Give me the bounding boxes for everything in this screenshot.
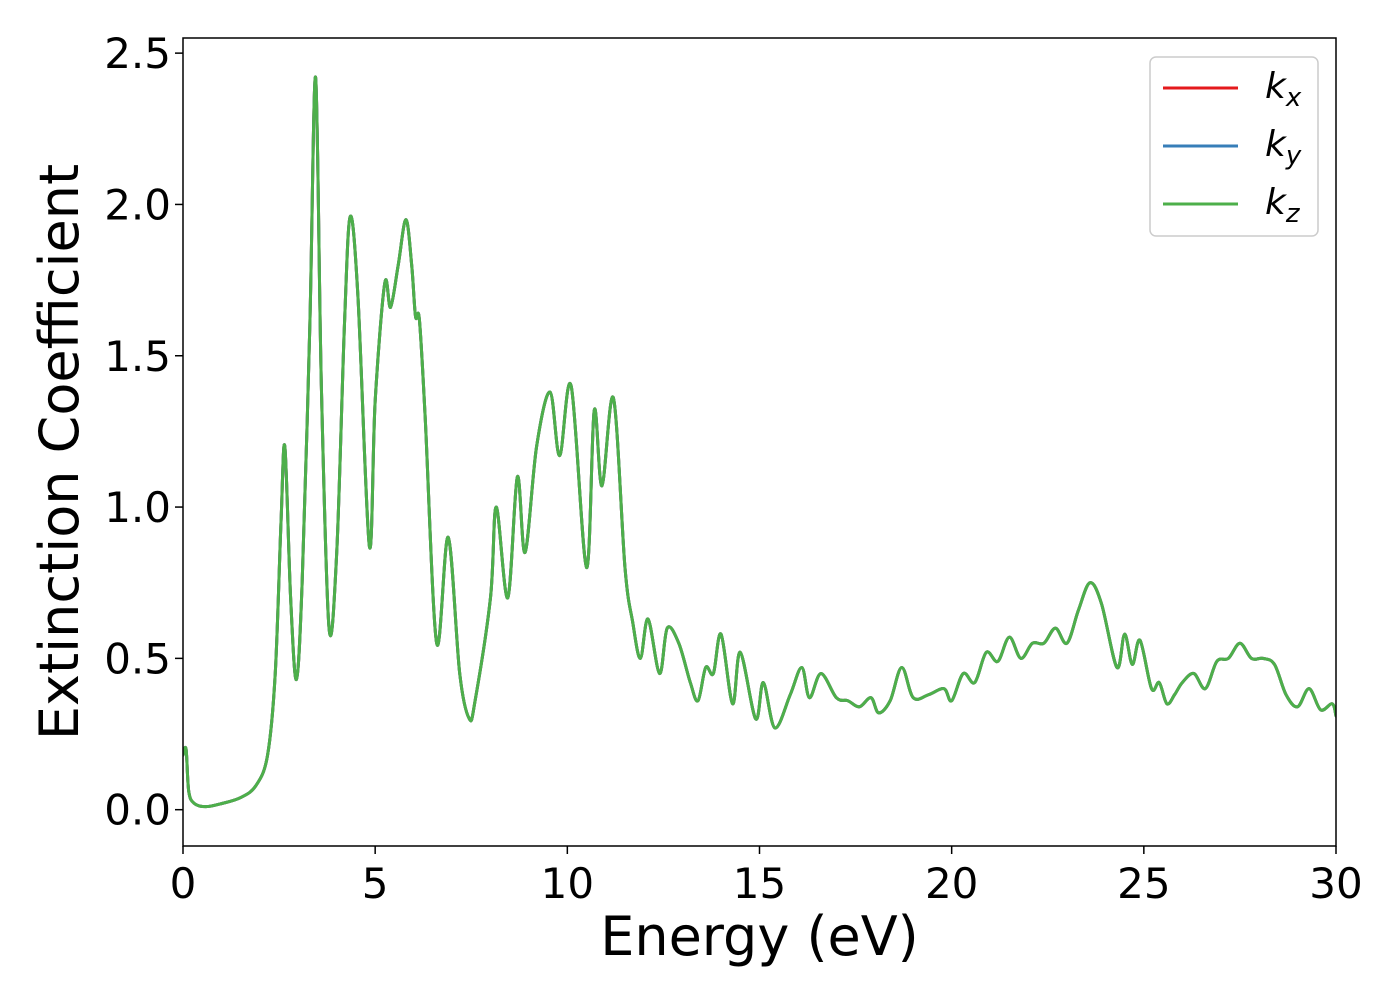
y-tick-label: 1.0 bbox=[104, 483, 171, 532]
y-tick-label: 2.0 bbox=[104, 180, 171, 229]
y-tick-label: 2.5 bbox=[104, 29, 171, 78]
x-tick-label: 15 bbox=[733, 859, 786, 908]
x-tick-label: 0 bbox=[170, 859, 197, 908]
x-tick-label: 5 bbox=[362, 859, 389, 908]
y-axis-label: Extinction Coefficient bbox=[28, 164, 91, 740]
plot-lines bbox=[183, 75, 1336, 809]
legend-label-k-y: ky bbox=[1265, 124, 1302, 171]
y-tick-label: 0.5 bbox=[104, 634, 171, 683]
x-tick-label: 30 bbox=[1309, 859, 1362, 908]
x-axis-label: Energy (eV) bbox=[600, 905, 919, 968]
y-axis-ticks: 0.0 0.5 1.0 1.5 2.0 2.5 bbox=[104, 29, 183, 835]
series-line-k-z bbox=[183, 75, 1336, 809]
y-tick-label: 0.0 bbox=[104, 786, 171, 835]
x-axis-ticks: 0 5 10 15 20 25 30 bbox=[170, 846, 1363, 908]
legend-label-k-x: kx bbox=[1265, 66, 1302, 113]
y-tick-label: 1.5 bbox=[104, 332, 171, 381]
x-tick-label: 10 bbox=[541, 859, 594, 908]
x-tick-label: 20 bbox=[925, 859, 978, 908]
legend: kx ky kz bbox=[1149, 56, 1319, 237]
x-tick-label: 25 bbox=[1117, 859, 1170, 908]
legend-label-k-z: kz bbox=[1265, 182, 1301, 229]
